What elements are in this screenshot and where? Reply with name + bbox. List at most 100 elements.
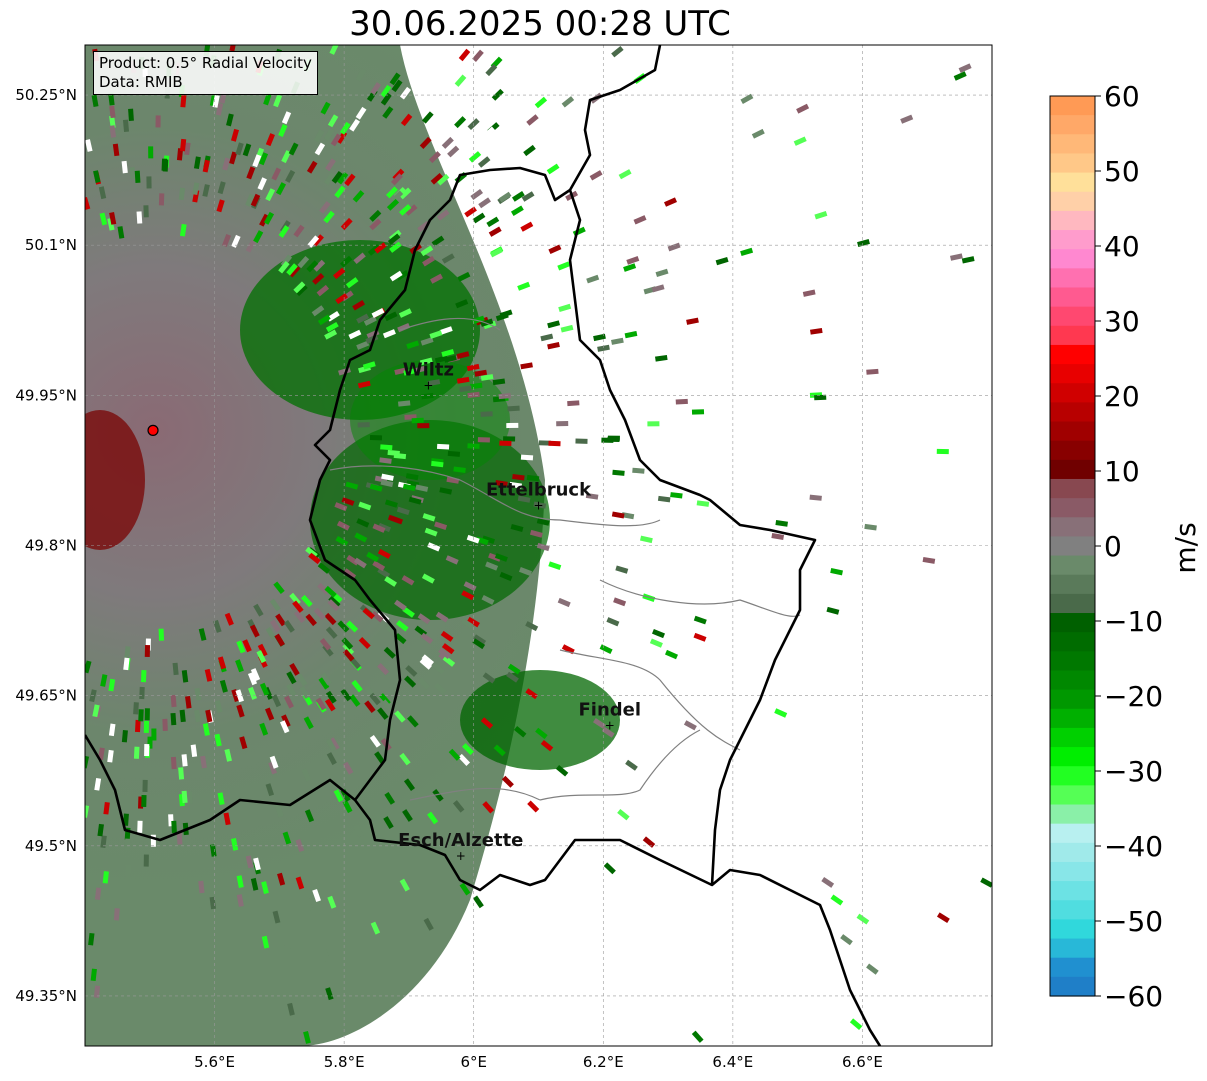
colorbar-tick-label: 30	[1104, 305, 1140, 338]
velocity-gate	[279, 720, 290, 734]
velocity-gate	[122, 119, 130, 132]
velocity-gate	[277, 872, 286, 886]
colorbar-segment	[1050, 766, 1095, 786]
colorbar-tick-label: 20	[1104, 380, 1140, 413]
velocity-gate	[301, 768, 312, 782]
velocity-gate	[427, 379, 441, 387]
velocity-gate	[141, 794, 147, 808]
velocity-gate	[382, 106, 394, 119]
velocity-gate	[286, 263, 298, 276]
velocity-gate	[265, 188, 276, 202]
velocity-gate	[655, 354, 668, 362]
velocity-gate	[184, 142, 191, 156]
velocity-gate	[501, 775, 514, 788]
velocity-gate	[289, 662, 300, 676]
velocity-gate	[439, 487, 453, 495]
y-tick-label: 49.5°N	[25, 837, 77, 855]
velocity-gate	[395, 270, 409, 281]
velocity-gate	[85, 805, 90, 818]
velocity-gate	[172, 662, 179, 676]
velocity-gate	[556, 420, 569, 427]
commune-borders	[329, 317, 801, 801]
velocity-gate	[826, 606, 840, 615]
map-frame	[84, 44, 993, 1047]
velocity-gate	[313, 259, 326, 272]
velocity-gate	[340, 788, 351, 802]
velocity-gate	[507, 663, 521, 675]
velocity-gate	[432, 662, 445, 675]
velocity-gate	[535, 727, 548, 740]
velocity-gate	[419, 658, 432, 670]
velocity-gate	[324, 612, 337, 626]
velocity-gate	[143, 205, 149, 218]
velocity-gate	[621, 512, 635, 520]
velocity-gate	[379, 457, 392, 464]
product-label: Product: 0.5° Radial Velocity	[99, 54, 312, 72]
velocity-gate	[294, 610, 306, 624]
velocity-gate	[330, 133, 342, 147]
velocity-gate	[278, 260, 290, 274]
velocity-gate	[615, 565, 629, 574]
colorbar-segment	[1050, 210, 1095, 231]
colorbar-segment	[1050, 555, 1095, 576]
velocity-gate	[936, 912, 950, 923]
velocity-gate	[281, 111, 292, 125]
velocity-gate	[268, 761, 277, 775]
velocity-gate	[436, 443, 450, 450]
velocity-gate	[273, 94, 283, 108]
velocity-gate	[356, 518, 370, 528]
velocity-gate	[217, 181, 226, 195]
colorbar-segment	[1050, 727, 1095, 748]
velocity-gate	[186, 791, 193, 804]
velocity-gate	[424, 527, 438, 537]
velocity-gate	[922, 556, 936, 564]
velocity-gate	[179, 709, 186, 723]
velocity-gate	[390, 515, 403, 525]
velocity-gate	[222, 234, 231, 247]
velocity-gate	[454, 116, 467, 129]
y-tick-label: 50.1°N	[25, 236, 77, 254]
velocity-gate	[657, 495, 671, 503]
velocity-gate	[420, 632, 434, 645]
velocity-gate	[642, 836, 656, 848]
velocity-gate	[407, 715, 419, 728]
velocity-gate	[428, 151, 441, 164]
velocity-gate	[124, 838, 131, 851]
velocity-gate	[429, 330, 443, 339]
velocity-gate	[402, 809, 413, 822]
velocity-gate	[304, 898, 314, 912]
velocity-gate	[321, 949, 331, 963]
velocity-gate	[328, 595, 341, 608]
velocity-gate	[315, 697, 327, 711]
velocity-gate	[325, 690, 337, 704]
velocity-gate	[377, 707, 389, 720]
velocity-gate	[391, 190, 404, 203]
velocity-gate	[460, 618, 474, 629]
velocity-gate	[274, 633, 285, 647]
velocity-gate	[474, 369, 488, 377]
velocity-gate	[271, 167, 282, 181]
velocity-gate	[231, 234, 241, 248]
velocity-gate	[383, 646, 396, 659]
velocity-gate	[261, 881, 269, 895]
colorbar-segment	[1050, 670, 1095, 691]
velocity-gate	[417, 613, 431, 625]
velocity-gate	[370, 82, 382, 95]
velocity-gate	[371, 610, 384, 623]
velocity-gate	[775, 520, 789, 527]
velocity-gate	[492, 378, 506, 386]
velocity-gate	[398, 308, 412, 318]
velocity-gate	[281, 150, 291, 164]
velocity-gate	[133, 746, 140, 759]
velocity-gate	[109, 115, 116, 129]
velocity-gate	[558, 303, 572, 313]
colorbar-segment	[1050, 517, 1095, 538]
velocity-gate	[401, 575, 415, 586]
velocity-gate	[296, 673, 308, 687]
velocity-gate	[275, 804, 284, 818]
velocity-gate	[958, 63, 972, 73]
velocity-gate	[489, 247, 503, 258]
inbound-core	[85, 410, 145, 550]
velocity-gate	[313, 129, 325, 143]
velocity-gate	[856, 913, 870, 925]
